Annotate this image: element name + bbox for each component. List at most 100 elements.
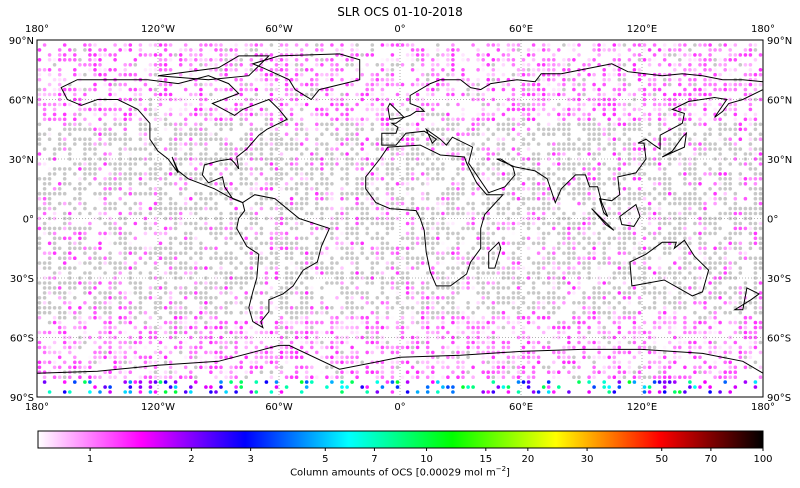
data-point (481, 92, 486, 97)
data-point (637, 177, 642, 181)
data-point (264, 142, 269, 146)
data-point (521, 102, 526, 107)
data-point (289, 157, 294, 161)
data-point (83, 63, 87, 67)
data-point (410, 137, 415, 141)
data-point (47, 251, 52, 255)
data-point (158, 92, 163, 97)
data-point (662, 92, 667, 97)
data-point (52, 191, 57, 196)
data-point (93, 58, 97, 62)
data-point (83, 172, 87, 176)
data-point (209, 182, 213, 186)
data-point (390, 68, 395, 72)
data-point (289, 271, 294, 275)
data-point (153, 231, 158, 236)
data-point (662, 196, 667, 201)
data-point (325, 246, 329, 251)
data-point (390, 261, 395, 265)
data-point (597, 261, 601, 265)
data-point (103, 296, 107, 300)
data-point (637, 221, 642, 226)
data-point (390, 315, 395, 320)
data-point (612, 167, 617, 171)
data-point (138, 191, 143, 196)
data-point (229, 301, 233, 305)
data-point (299, 291, 304, 295)
data-point (642, 306, 647, 310)
data-point (526, 68, 531, 72)
data-point (219, 127, 223, 132)
data-point (254, 177, 259, 181)
data-point (128, 246, 133, 251)
data-point (637, 117, 642, 122)
data-point (420, 172, 425, 176)
data-point (229, 142, 233, 146)
data-point (42, 201, 47, 206)
data-point (113, 58, 117, 62)
data-point (209, 107, 213, 112)
data-point (47, 306, 52, 310)
data-point (390, 246, 395, 251)
data-point (723, 211, 727, 216)
data-point (143, 261, 148, 265)
data-point (78, 112, 82, 117)
data-point (294, 206, 299, 211)
data-point (506, 251, 511, 255)
data-point (52, 246, 57, 251)
data-point (511, 266, 516, 270)
data-point (415, 157, 420, 161)
data-point (279, 68, 284, 72)
data-point (703, 251, 707, 255)
data-point (753, 221, 758, 226)
data-point (451, 157, 455, 161)
data-point (420, 82, 425, 87)
data-point (229, 216, 233, 221)
data-point (718, 177, 722, 181)
data-point (456, 310, 460, 315)
data-point (678, 211, 682, 216)
data-point (481, 68, 486, 72)
data-point (622, 107, 627, 112)
data-point (98, 58, 102, 62)
data-point (637, 310, 642, 315)
data-point (88, 157, 92, 161)
data-point (657, 102, 662, 107)
data-point (78, 306, 82, 310)
data-point (683, 206, 687, 211)
data-point (375, 137, 380, 141)
data-point (73, 117, 77, 122)
data-point (441, 132, 445, 136)
data-point (673, 63, 677, 67)
data-point (204, 266, 208, 270)
data-point (738, 286, 743, 290)
data-point (501, 266, 506, 270)
data-point (52, 231, 57, 236)
data-point (279, 167, 284, 171)
data-point (546, 271, 551, 275)
data-point (189, 246, 193, 251)
data-point (441, 107, 445, 112)
data-point (143, 246, 148, 251)
data-point (552, 68, 556, 72)
data-point (683, 117, 687, 122)
data-point (703, 256, 707, 261)
data-point (345, 117, 349, 122)
data-point (57, 236, 62, 241)
data-point (471, 315, 475, 320)
data-point (133, 191, 138, 196)
data-point (718, 187, 722, 191)
data-point (738, 271, 743, 275)
data-point (365, 296, 370, 300)
data-point (264, 107, 269, 112)
data-point (405, 107, 410, 112)
data-point (481, 241, 486, 246)
data-point (310, 306, 314, 310)
data-point (375, 107, 380, 112)
data-point (420, 211, 425, 216)
data-point (148, 191, 153, 196)
data-point (365, 82, 370, 87)
data-point (622, 261, 627, 265)
data-point (552, 261, 556, 265)
data-point (612, 137, 617, 141)
